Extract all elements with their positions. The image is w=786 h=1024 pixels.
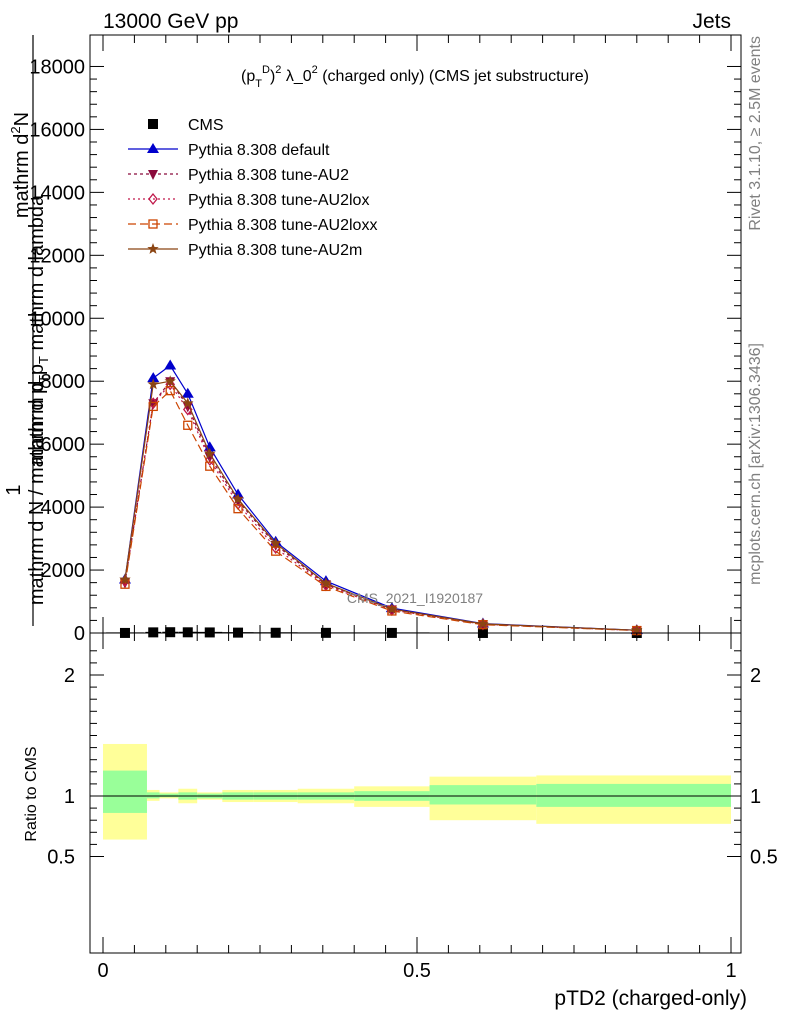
legend-entry: Pythia 8.308 default bbox=[128, 142, 330, 159]
ratio-frame bbox=[89, 632, 742, 954]
main-ytick-label: 10000 bbox=[29, 308, 85, 330]
series-point bbox=[183, 420, 193, 430]
legend-label: CMS bbox=[188, 117, 224, 134]
legend-marker bbox=[148, 119, 158, 129]
ylabel-one: 1 bbox=[3, 484, 25, 495]
main-ytick-label: 8000 bbox=[41, 371, 86, 393]
ratio-bands-group bbox=[103, 743, 731, 840]
analysis-watermark: CMS_2021_I1920187 bbox=[347, 590, 483, 606]
ratio-ytick-label: 0.5 bbox=[47, 847, 75, 869]
legend-marker bbox=[148, 170, 158, 180]
series-4 bbox=[120, 386, 642, 636]
x-axis-label: pTD2 (charged-only) bbox=[554, 987, 747, 1010]
ratio-xtick-label: 0 bbox=[97, 960, 108, 982]
ratio-panel: 0.5 0.51 12 2 0 0.5 1 Ratio to CMS bbox=[23, 632, 778, 982]
legend-marker bbox=[147, 243, 159, 254]
series-point bbox=[477, 617, 489, 629]
series-line bbox=[124, 389, 637, 632]
series-point bbox=[165, 386, 175, 396]
ylabel-numerator-bottom: mathrm d pT mathrm d lambda bbox=[26, 194, 51, 465]
series-point bbox=[631, 624, 643, 636]
series-point bbox=[204, 627, 215, 638]
series-5 bbox=[119, 375, 643, 636]
series-line bbox=[124, 383, 637, 632]
legend-entry: Pythia 8.308 tune-AU2loxx bbox=[128, 217, 377, 234]
ratio-inner-band bbox=[159, 793, 179, 798]
series-point bbox=[119, 573, 131, 585]
mcplots-credit-text: mcplots.cern.ch [arXiv:1306.3436] bbox=[747, 343, 764, 585]
main-ytick-label: 0 bbox=[74, 623, 85, 645]
series-point bbox=[205, 461, 215, 471]
legend-label: Pythia 8.308 tune-AU2lox bbox=[188, 192, 369, 209]
ratio-xtick-label: 0.5 bbox=[403, 960, 431, 982]
series-point bbox=[232, 493, 244, 505]
main-ytick-label: 16000 bbox=[29, 119, 85, 141]
series-point bbox=[204, 447, 216, 459]
ratio-inner-band bbox=[146, 792, 160, 799]
rivet-version-text: Rivet 3.1.10, ≥ 2.5M events bbox=[747, 36, 764, 231]
ratio-ytick-label-right: 2 bbox=[750, 665, 761, 687]
legend-label: Pythia 8.308 tune-AU2m bbox=[188, 242, 362, 259]
main-ytick-label: 4000 bbox=[41, 497, 86, 519]
ratio-ytick-label-right: 1 bbox=[750, 786, 761, 808]
header-left: 13000 GeV pp bbox=[103, 10, 238, 33]
series-point bbox=[148, 401, 158, 412]
ratio-inner-band bbox=[536, 783, 731, 807]
legend-entry: Pythia 8.308 tune-AU2 bbox=[128, 167, 349, 184]
main-ytick-label: 14000 bbox=[29, 182, 85, 204]
ratio-ytick-label-right: 0.5 bbox=[750, 847, 778, 869]
legend-label: Pythia 8.308 tune-AU2 bbox=[188, 167, 349, 184]
main-ytick-label: 18000 bbox=[29, 56, 85, 78]
series-point bbox=[182, 627, 193, 638]
series-point bbox=[164, 359, 177, 370]
ylabel-denominator: mathrm d N / mathrm d pT bbox=[26, 375, 51, 605]
series-point bbox=[147, 372, 160, 383]
ratio-inner-band bbox=[429, 785, 537, 805]
ratio-xtick-label: 1 bbox=[725, 960, 736, 982]
legend-label: Pythia 8.308 tune-AU2loxx bbox=[188, 217, 377, 234]
series-point bbox=[148, 627, 159, 638]
series-point bbox=[271, 546, 281, 556]
ratio-ytick-label: 2 bbox=[64, 665, 75, 687]
ratio-ytick-label: 1 bbox=[64, 786, 75, 808]
main-ytick-label: 12000 bbox=[29, 245, 85, 267]
header-right: Jets bbox=[692, 10, 731, 33]
legend-marker bbox=[148, 192, 158, 206]
plot-title: (pTD)2 λ_02 (charged only) (CMS jet subs… bbox=[241, 64, 589, 90]
main-ytick-label: 6000 bbox=[41, 434, 86, 456]
series-point bbox=[320, 577, 332, 589]
series-point bbox=[165, 378, 176, 391]
main-ytick-label: 2000 bbox=[41, 560, 86, 582]
legend-entry: Pythia 8.308 tune-AU2m bbox=[128, 242, 362, 259]
ratio-inner-band bbox=[103, 770, 147, 813]
legend-marker bbox=[148, 219, 158, 229]
legend: CMS Pythia 8.308 default Pythia 8.308 tune… bbox=[128, 117, 377, 259]
series-point bbox=[164, 375, 176, 387]
main-yaxis: 0 2000 4000 6000 8000 10000 12000 14000 16000 180… bbox=[29, 56, 741, 645]
series-point bbox=[270, 537, 282, 549]
series-point bbox=[233, 504, 243, 514]
ratio-ylabel: Ratio to CMS bbox=[23, 746, 40, 841]
main-panel: 0 2000 4000 6000 8000 10000 12000 14000 16000 180… bbox=[29, 34, 742, 645]
ratio-yaxis: 0.5 0.5 1 1 2 2 bbox=[47, 650, 778, 869]
series-point bbox=[203, 441, 216, 452]
legend-marker bbox=[147, 143, 159, 153]
ratio-xaxis: 0 0.5 1 bbox=[97, 633, 737, 982]
series-point bbox=[386, 603, 398, 614]
legend-label: Pythia 8.308 default bbox=[188, 142, 330, 159]
series-point bbox=[147, 378, 159, 390]
series-point bbox=[182, 397, 194, 409]
legend-entry: CMS bbox=[148, 117, 224, 134]
legend-entry: Pythia 8.308 tune-AU2lox bbox=[128, 192, 369, 209]
series-point bbox=[181, 387, 194, 398]
series-point bbox=[165, 627, 176, 638]
main-ylabel: 1 mathrm d N / mathrm d pT mathrm d2N ma… bbox=[3, 35, 51, 626]
